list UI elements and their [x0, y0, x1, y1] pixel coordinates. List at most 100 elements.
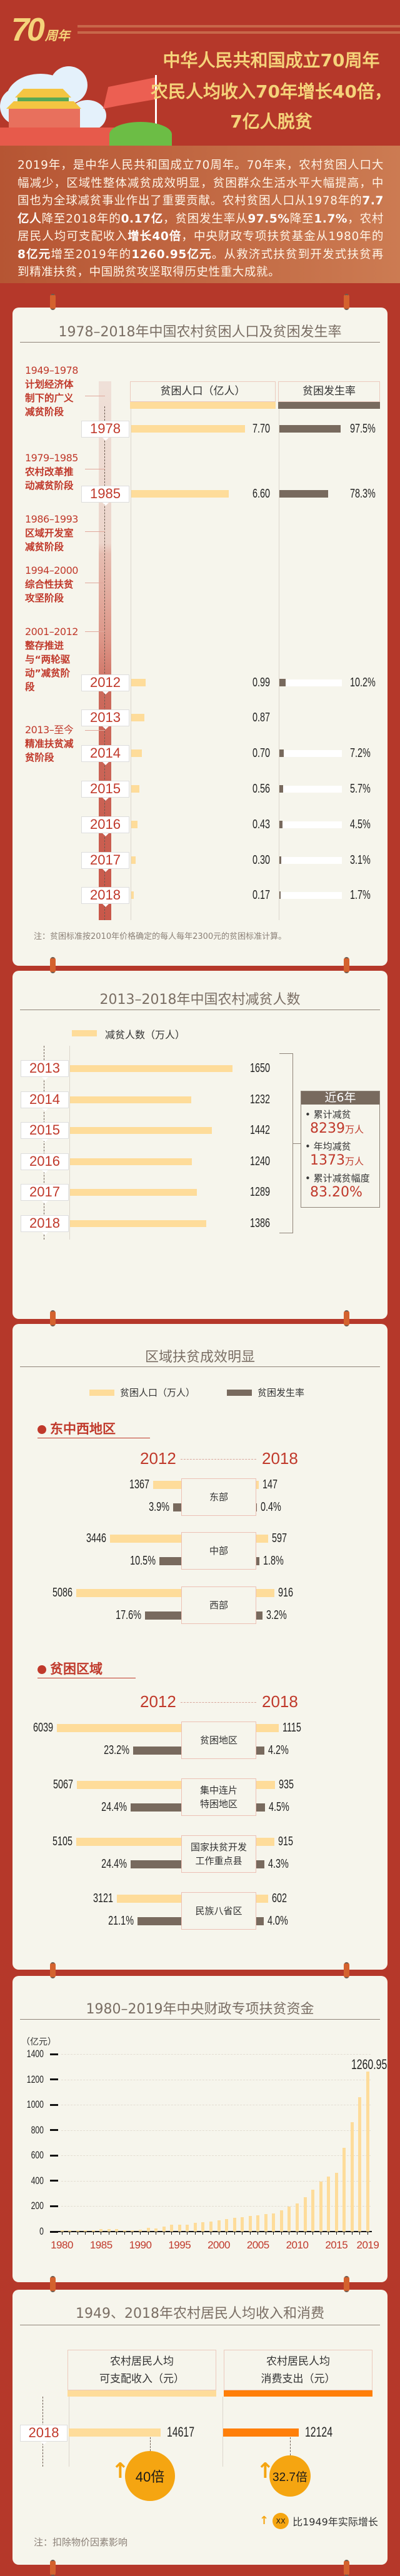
y-tick-mark	[50, 2103, 58, 2106]
fund-bar	[209, 2221, 212, 2232]
x-tick-mark	[312, 2232, 314, 2235]
population-bar-2018	[256, 1481, 259, 1489]
fund-bar	[217, 2220, 221, 2232]
legend-swatch-population	[89, 1390, 114, 1396]
x-axis-line	[58, 2231, 372, 2232]
population-bar-2018	[256, 1781, 275, 1789]
x-tick-label: 2005	[246, 2239, 269, 2251]
population-value-2018: 147	[262, 1478, 278, 1491]
stage-label: 2013–至今 精准扶贫减贫阶段	[25, 723, 79, 764]
stage-description: 整存推进与“两轮驱动”减贫阶段	[25, 640, 71, 693]
region-label: 集中连片 特困地区	[181, 1778, 256, 1816]
rate-bar-2012	[144, 1611, 181, 1620]
intro-text-segment: 降至	[289, 212, 314, 226]
stage-label: 1949–1978 计划经济体制下的广义减贫阶段	[25, 364, 79, 419]
consumption-header-stripe	[224, 2390, 372, 2397]
up-arrow-icon: ↑	[259, 2514, 269, 2527]
fund-bar	[201, 2222, 205, 2232]
year-marker: 2014	[21, 1091, 69, 1111]
reduction-bar	[70, 1158, 192, 1165]
rate-value: 4.5%	[350, 818, 371, 831]
x-tick-mark	[171, 2232, 172, 2235]
intro-text-segment: 增至2019年的	[51, 248, 132, 261]
x-tick-mark	[234, 2232, 235, 2235]
fund-bar	[350, 2122, 354, 2232]
fund-bar	[296, 2203, 299, 2232]
x-tick-mark	[297, 2232, 298, 2235]
fund-bar	[154, 2228, 158, 2232]
stage-label: 1986–1993 区域开发室减贫阶段	[25, 513, 79, 554]
stage-label: 1979–1985 农村改革推动减贫阶段	[25, 451, 79, 493]
headline-line-2: 农民人均收入70年增长40倍，	[151, 81, 392, 102]
column-header-population-stripe	[130, 402, 276, 409]
y-tick-label: 0	[39, 2225, 44, 2237]
summary-heading: 近6年	[301, 1091, 379, 1105]
region-label: 东部	[181, 1478, 256, 1516]
rate-bar-2018	[256, 1803, 265, 1812]
column-header-income: 农村居民人均 可支配收入（元）	[68, 2350, 216, 2390]
chart-title: 1980–2019年中央财政专项扶贫资金	[86, 2002, 314, 2017]
x-tick-mark	[69, 2232, 71, 2235]
y-tick-mark	[50, 2078, 58, 2081]
decor-line	[78, 31, 400, 34]
population-value: 7.70	[252, 422, 270, 436]
fund-bar	[334, 2173, 338, 2232]
income-header-stripe	[68, 2390, 216, 2397]
summary-value-number: 1373	[310, 1153, 345, 1168]
intro-text-segment: ，农村居民人均可支配收入	[18, 212, 384, 244]
y-tick-mark	[50, 2053, 58, 2055]
rate-bar	[279, 490, 329, 498]
stage-connector	[85, 730, 105, 731]
population-bar-2012	[117, 1895, 181, 1903]
rate-bar-2018	[256, 1747, 264, 1755]
population-value: 6.60	[252, 487, 270, 501]
gridline	[61, 2130, 371, 2131]
x-tick-label: 1990	[129, 2239, 152, 2251]
population-value: 0.70	[252, 746, 270, 760]
population-value: 0.56	[252, 782, 270, 796]
rate-bar-track	[279, 821, 342, 828]
rate-value: 5.7%	[350, 782, 371, 796]
rate-value-2012: 3.9%	[149, 1500, 170, 1514]
reduction-value: 1650	[250, 1061, 271, 1075]
population-bar-2018	[256, 1838, 275, 1846]
stage-description: 农村改革推动减贫阶段	[25, 466, 74, 491]
income-value: 14617	[167, 2424, 195, 2440]
footnote: 注：扣除物价因素影响	[34, 2537, 128, 2548]
stage-description: 综合性扶贫攻坚阶段	[25, 579, 74, 604]
summary-value-number: 8239	[310, 1121, 345, 1136]
y-tick-label: 1400	[26, 2048, 44, 2060]
binder-ring	[50, 957, 56, 973]
year-marker: 1978	[81, 421, 129, 441]
fund-bar	[162, 2226, 166, 2232]
rate-bar-2018	[256, 1611, 262, 1620]
fund-bar	[319, 2182, 322, 2232]
population-bar	[131, 425, 245, 433]
year-connector	[181, 1702, 256, 1703]
rate-value-2012: 17.6%	[116, 1608, 141, 1622]
y-tick-mark	[50, 2154, 58, 2157]
rate-bar-2012	[131, 1803, 181, 1812]
axis-line	[69, 1046, 70, 1240]
year-marker: 2016	[21, 1153, 69, 1173]
summary-value-unit: 万人	[345, 1156, 364, 1167]
binder-ring	[344, 957, 349, 973]
x-tick-label: 1980	[51, 2239, 73, 2251]
x-tick-label: 2015	[325, 2239, 348, 2251]
rate-bar-track	[279, 892, 342, 899]
reduction-value: 1442	[250, 1123, 271, 1137]
gridline	[61, 2155, 371, 2157]
growth-circle: 40倍	[125, 2451, 175, 2501]
y-axis-unit: （亿元）	[21, 2037, 56, 2047]
fund-bar	[122, 2230, 126, 2232]
binder-ring	[50, 2560, 56, 2576]
population-bar	[131, 490, 229, 498]
legend-badge: XX	[272, 2513, 289, 2529]
population-bar	[131, 821, 138, 828]
timeline-dashed-line	[104, 406, 105, 920]
fund-bar	[84, 2230, 88, 2232]
legend-label-population: 贫困人口（万人）	[120, 1387, 196, 1398]
legend-text: 比1949年实际增长	[292, 2516, 378, 2528]
fund-bar	[241, 2217, 244, 2232]
fund-bar	[279, 2210, 283, 2232]
